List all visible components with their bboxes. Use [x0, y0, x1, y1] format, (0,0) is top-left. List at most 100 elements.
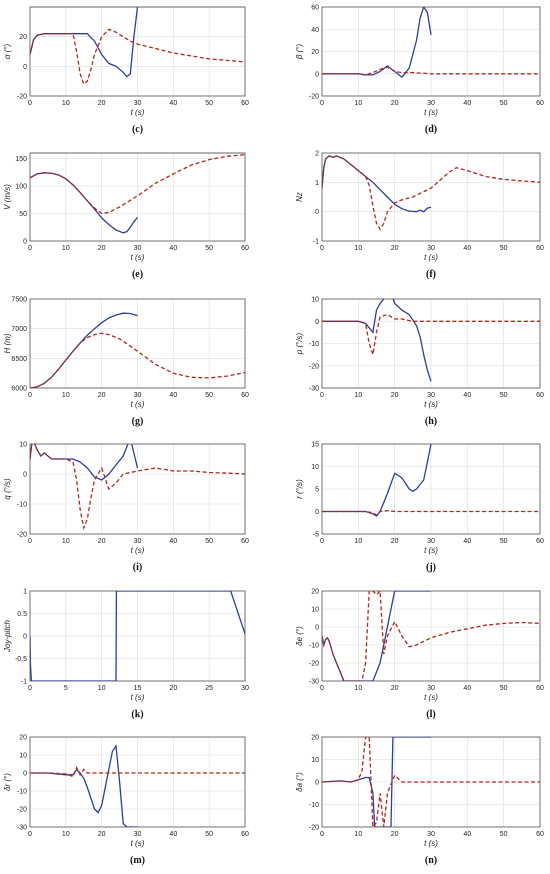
y-axis-label: H (m) — [3, 333, 12, 353]
x-tick-label: 50 — [205, 392, 213, 399]
series-group — [30, 444, 245, 531]
x-tick-label: 20 — [391, 538, 399, 545]
y-tick-label: 60 — [311, 5, 319, 12]
x-axis-label: t (s) — [424, 108, 438, 117]
y-tick-label: 0 — [23, 239, 27, 246]
series-group — [322, 444, 540, 517]
panel-label: (i) — [133, 562, 142, 573]
y-tick-label: -20 — [17, 532, 27, 539]
y-tick-label: 5 — [315, 487, 319, 494]
series-group — [30, 591, 245, 681]
y-tick-label: 10 — [19, 442, 27, 449]
x-tick-label: 0 — [320, 100, 324, 107]
x-tick-label: 60 — [536, 538, 544, 545]
y-tick-label: 10 — [19, 753, 27, 760]
x-tick-label: 60 — [241, 392, 249, 399]
x-tick-label: 40 — [169, 245, 177, 252]
x-tick-label: 25 — [205, 685, 213, 692]
dashed-series-line — [30, 28, 245, 86]
y-axis-label: q (°/s) — [3, 478, 12, 500]
y-axis-label: p (°/s) — [295, 332, 304, 355]
y-tick-label: 0 — [23, 472, 27, 479]
x-tick-label: 30 — [427, 831, 435, 838]
y-axis-label: V (m/s) — [3, 184, 12, 210]
y-tick-label: 100 — [15, 184, 27, 191]
panel-label: (j) — [426, 562, 436, 573]
series-group — [30, 154, 245, 234]
series-group — [322, 591, 540, 681]
x-tick-label: 50 — [500, 685, 508, 692]
dashed-series-line — [322, 155, 540, 231]
y-axis-label: δr (°) — [3, 773, 12, 791]
x-tick-label: 0 — [28, 100, 32, 107]
x-tick-label: 60 — [241, 831, 249, 838]
x-axis-label: t (s) — [424, 839, 438, 848]
plot-frame — [321, 152, 541, 242]
y-tick-label: 0 — [315, 71, 319, 78]
y-tick-label: -20 — [17, 807, 27, 814]
x-tick-label: 30 — [134, 831, 142, 838]
dashed-series-line — [30, 444, 245, 531]
y-tick-label: -10 — [17, 502, 27, 509]
y-tick-label: 0.5 — [17, 611, 27, 618]
x-axis-label: t (s) — [424, 546, 438, 555]
x-tick-label: 20 — [98, 538, 106, 545]
subplot-i: 0 10 20 30 40 50 60 -20 -10 0 10 t (s) q (°/s) (i) — [3, 442, 249, 574]
subplot-g: 0 10 20 30 40 50 60 6000 6500 7000 7500 t (s) H (m) (… — [3, 297, 249, 428]
x-tick-label: 10 — [98, 685, 106, 692]
x-tick-label: 0 — [28, 538, 32, 545]
x-tick-label: 20 — [98, 392, 106, 399]
x-tick-label: 60 — [241, 245, 249, 252]
subplot-k: 0 5 10 15 20 25 30 -1 -0.5 0 0.5 1 t (s) Joy-pitch (k) — [3, 589, 249, 721]
y-tick-label: 150 — [15, 156, 27, 163]
x-tick-label: 40 — [463, 831, 471, 838]
panel-label: (e) — [132, 269, 143, 280]
x-tick-label: 30 — [427, 538, 435, 545]
panel-label: (m) — [130, 855, 145, 866]
x-tick-label: 10 — [354, 245, 362, 252]
x-tick-label: 0 — [320, 831, 324, 838]
x-tick-label: 0 — [320, 685, 324, 692]
y-tick-label: -1 — [313, 239, 319, 246]
y-tick-label: 0 — [315, 319, 319, 326]
x-tick-label: 40 — [169, 831, 177, 838]
y-tick-label: 10 — [311, 607, 319, 614]
series-group — [30, 7, 245, 86]
y-tick-label: -20 — [309, 825, 319, 832]
panel-label: (d) — [425, 124, 437, 135]
y-tick-label: 10 — [311, 757, 319, 764]
y-tick-label: -5 — [313, 532, 319, 539]
x-tick-label: 5 — [64, 685, 68, 692]
x-tick-label: 40 — [169, 392, 177, 399]
series-group — [322, 737, 540, 827]
y-tick-label: 50 — [19, 211, 27, 218]
y-tick-label: 0 — [315, 509, 319, 516]
x-axis-label: t (s) — [131, 108, 145, 117]
y-tick-label: 6500 — [11, 356, 27, 363]
x-tick-label: 20 — [169, 685, 177, 692]
x-tick-label: 30 — [427, 100, 435, 107]
y-tick-label: 2 — [315, 151, 319, 158]
x-tick-label: 50 — [500, 392, 508, 399]
y-tick-label: 10 — [311, 297, 319, 304]
x-tick-label: 0 — [320, 392, 324, 399]
x-axis-label: t (s) — [131, 546, 145, 555]
y-tick-label: -30 — [309, 386, 319, 393]
series-group — [322, 299, 540, 382]
y-tick-label: 20 — [311, 49, 319, 56]
x-tick-label: 30 — [427, 685, 435, 692]
y-tick-label: 0 — [315, 209, 319, 216]
x-tick-label: 20 — [391, 100, 399, 107]
x-tick-label: 20 — [391, 245, 399, 252]
y-tick-label: -20 — [309, 94, 319, 101]
dashed-series-line — [322, 313, 540, 355]
x-tick-label: 50 — [500, 538, 508, 545]
dashed-series-line — [322, 737, 540, 827]
plot-frame — [321, 298, 541, 389]
x-tick-label: 10 — [62, 538, 70, 545]
y-tick-label: -10 — [309, 802, 319, 809]
x-tick-label: 30 — [427, 392, 435, 399]
x-tick-label: 0 — [28, 245, 32, 252]
x-tick-label: 60 — [241, 538, 249, 545]
